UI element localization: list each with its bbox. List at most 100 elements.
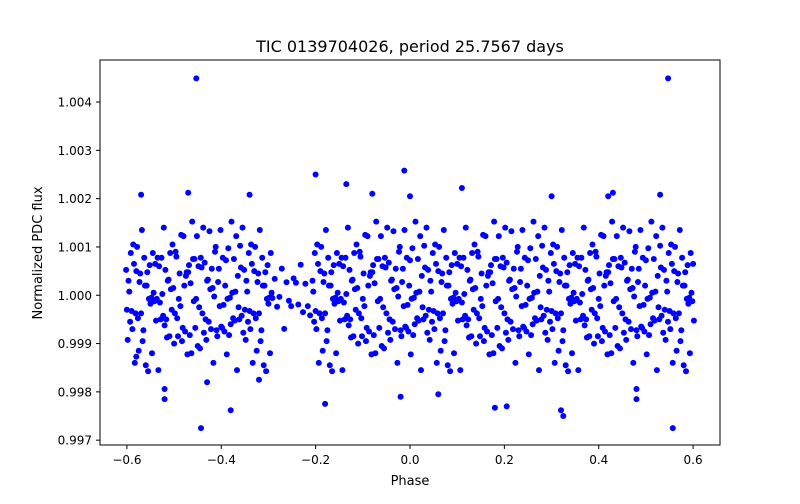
data-point [227, 321, 234, 328]
data-point [241, 306, 248, 313]
data-point [440, 227, 447, 233]
data-point [212, 248, 218, 255]
data-point [318, 315, 325, 322]
data-point [333, 350, 340, 357]
data-point [382, 264, 389, 271]
data-point [182, 328, 189, 335]
data-point [438, 279, 445, 285]
data-point [522, 301, 529, 308]
data-point [357, 253, 364, 260]
data-point [354, 285, 361, 291]
data-point [401, 167, 408, 174]
data-point [392, 326, 398, 333]
data-point [670, 310, 677, 317]
data-point [241, 266, 248, 273]
data-point [165, 276, 172, 283]
data-point [446, 269, 453, 276]
data-point [417, 233, 424, 240]
data-point [646, 332, 653, 339]
data-point [618, 264, 625, 271]
data-point [488, 332, 495, 339]
data-point [436, 315, 443, 322]
data-point [534, 288, 541, 295]
y-tick-label: 0.998 [58, 385, 92, 399]
data-point [185, 269, 192, 276]
data-point [394, 359, 401, 366]
data-point [468, 333, 475, 340]
data-point [558, 407, 564, 414]
data-point [491, 218, 498, 225]
data-point [257, 338, 264, 345]
data-point [133, 353, 140, 360]
data-point [171, 310, 178, 317]
data-point [343, 291, 350, 297]
data-point [602, 328, 608, 335]
data-point [443, 254, 450, 261]
data-point [221, 328, 228, 335]
data-point [606, 262, 612, 269]
data-point [246, 191, 253, 198]
data-point [156, 263, 163, 270]
data-point [473, 340, 480, 347]
data-point [586, 333, 593, 340]
data-point [127, 318, 134, 325]
data-point [268, 289, 275, 296]
data-point [564, 269, 571, 276]
data-point [422, 312, 429, 319]
data-point [261, 282, 268, 289]
data-point [595, 295, 602, 302]
data-point [146, 262, 153, 269]
data-point [499, 345, 505, 352]
data-point [532, 256, 539, 262]
data-point [162, 266, 169, 273]
data-point [198, 425, 204, 432]
data-point [416, 288, 423, 295]
data-point [495, 295, 502, 302]
data-point [145, 368, 152, 375]
data-point [583, 316, 590, 323]
data-point [401, 227, 408, 233]
data-point [278, 265, 285, 272]
data-point [542, 329, 549, 336]
chart-title: TIC 0139704026, period 25.7567 days [255, 37, 564, 56]
data-point [318, 243, 325, 250]
data-point [333, 250, 340, 256]
data-point [265, 300, 272, 307]
data-point [464, 266, 471, 273]
data-point [161, 396, 168, 403]
data-point [295, 301, 302, 308]
data-point [423, 224, 430, 231]
data-point [171, 340, 178, 347]
data-point [138, 227, 145, 233]
data-point [418, 272, 425, 279]
data-point [530, 218, 537, 225]
plot-frame [99, 59, 721, 446]
data-point [596, 270, 603, 277]
data-point [651, 317, 658, 324]
data-point [210, 359, 217, 366]
data-point [345, 322, 352, 329]
data-point [578, 254, 585, 261]
y-tick-label: 0.997 [58, 434, 92, 448]
data-point [342, 254, 349, 261]
data-point [635, 265, 642, 272]
data-point [503, 403, 510, 410]
data-point [576, 263, 583, 270]
data-point [617, 254, 624, 261]
data-point [124, 336, 131, 343]
data-point [477, 333, 483, 340]
data-point [502, 224, 509, 231]
data-point [189, 218, 196, 225]
data-point [140, 327, 147, 334]
data-point [131, 359, 138, 366]
y-tick-label: 1.002 [58, 192, 92, 206]
data-point [667, 326, 674, 333]
data-point [156, 299, 163, 306]
data-point [555, 347, 562, 354]
data-point [366, 328, 373, 335]
data-point [204, 276, 211, 283]
data-point [569, 350, 575, 357]
data-point [243, 277, 250, 284]
data-point [281, 325, 288, 332]
data-point [309, 277, 316, 284]
